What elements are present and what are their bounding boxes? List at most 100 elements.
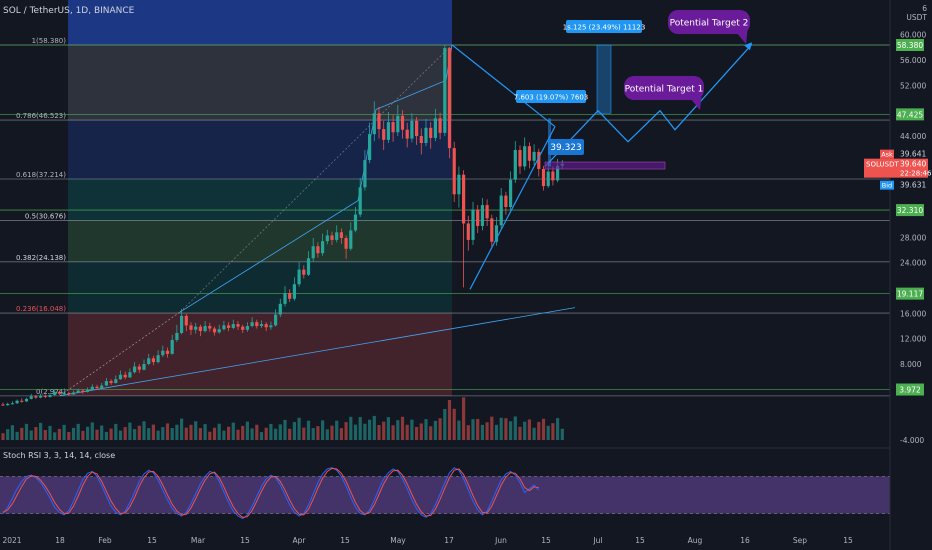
volume-bar xyxy=(509,421,513,440)
volume-bar xyxy=(184,427,188,440)
svg-text:39.323: 39.323 xyxy=(550,143,582,153)
measure-label-1: 7.603 (19.07%) 7603 xyxy=(514,90,588,103)
y-tick-label: 52.000 xyxy=(900,81,926,90)
volume-bar xyxy=(476,418,480,440)
rsi-indicator-label: Stoch RSI 3, 3, 14, 14, close xyxy=(3,451,116,460)
candle-body xyxy=(81,390,85,392)
candle-body xyxy=(147,358,151,365)
volume-bar xyxy=(57,428,61,440)
volume-bar xyxy=(29,430,33,440)
volume-bar xyxy=(443,408,447,440)
candle-body xyxy=(62,393,66,395)
volume-bar xyxy=(259,432,264,440)
y-tick-label: 44.000 xyxy=(900,132,926,141)
volume-bar xyxy=(490,416,494,440)
price-axis-label: 58.380 xyxy=(896,39,924,51)
quote-symbol: SOLUSDT xyxy=(866,161,899,169)
x-tick-label: 16 xyxy=(740,536,750,545)
fib-zone-0.786 xyxy=(68,45,452,121)
candle-body xyxy=(391,122,395,133)
candle-body xyxy=(283,293,287,304)
candle-body xyxy=(363,160,367,188)
svg-text:58.380: 58.380 xyxy=(897,41,923,50)
x-tick-label: 18 xyxy=(55,536,65,545)
svg-text:19.117: 19.117 xyxy=(897,290,923,299)
svg-text:Ask: Ask xyxy=(881,151,893,159)
candle-body xyxy=(494,225,499,242)
candle-body xyxy=(250,322,254,327)
candle-body xyxy=(57,391,61,394)
price-axis-label: 32.310 xyxy=(896,204,924,217)
ask-price: 39.641 xyxy=(900,150,926,159)
volume-bar xyxy=(137,425,141,440)
volume-bar xyxy=(245,421,249,440)
volume-bar xyxy=(335,420,339,440)
volume-bar xyxy=(165,423,170,440)
volume-bar xyxy=(15,431,19,440)
projection-arrow xyxy=(744,42,752,51)
candle-body xyxy=(504,195,508,207)
volume-bar xyxy=(546,425,550,440)
y-tick-label: 24.000 xyxy=(900,259,926,268)
volume-bar xyxy=(372,415,376,440)
volume-bar xyxy=(499,417,503,440)
volume-bar xyxy=(424,419,428,440)
volume-bar xyxy=(53,432,57,440)
volume-bar xyxy=(560,428,564,440)
volume-bar xyxy=(283,419,287,440)
candle-body xyxy=(457,174,461,195)
candle-body xyxy=(527,146,531,161)
volume-bar xyxy=(349,416,353,440)
volume-bar xyxy=(518,426,522,440)
volume-bar xyxy=(227,426,231,440)
candle-body xyxy=(29,396,33,399)
candle-body xyxy=(447,48,452,149)
candle-body xyxy=(156,355,160,363)
fib-zone-0.5 xyxy=(68,179,452,221)
candle-body xyxy=(405,129,409,139)
x-tick-label: 15 xyxy=(541,536,551,545)
volume-bar xyxy=(480,424,484,440)
x-tick-label: Apr xyxy=(293,536,307,545)
candle-body xyxy=(194,326,198,330)
x-tick-label: Jun xyxy=(494,536,507,545)
x-tick-label: 15 xyxy=(240,536,250,545)
candle-body xyxy=(368,134,372,161)
candle-body xyxy=(128,372,132,378)
volume-bar xyxy=(494,424,499,440)
dotted-trend-line xyxy=(59,311,181,397)
volume-bar xyxy=(556,418,560,440)
candle-body xyxy=(90,386,94,390)
candle-body xyxy=(142,364,146,370)
fib-zone-top xyxy=(68,0,452,45)
candle-body xyxy=(123,374,127,378)
candle-body xyxy=(433,118,437,138)
candle-body xyxy=(485,205,489,219)
candle-body xyxy=(269,325,273,328)
measure-label-2: 1s.125 (23.49%) 11123 xyxy=(563,20,646,33)
candle-body xyxy=(339,232,343,239)
candle-body xyxy=(297,269,301,285)
candle-body xyxy=(53,391,57,396)
volume-bar xyxy=(231,422,235,440)
candle-body xyxy=(208,326,212,329)
svg-text:7.603 (19.07%) 7603: 7.603 (19.07%) 7603 xyxy=(514,94,588,102)
candle-body xyxy=(20,400,24,402)
volume-bar xyxy=(6,429,10,440)
fib-label-0.5: 0.5(30.676) xyxy=(25,212,66,220)
candle-body xyxy=(175,332,179,340)
volume-bar xyxy=(208,431,212,440)
candle-body xyxy=(349,230,353,249)
candle-body xyxy=(546,171,550,187)
volume-bar xyxy=(151,424,155,440)
candle-body xyxy=(104,381,108,386)
candle-body xyxy=(306,258,311,275)
svg-text:1s.125 (23.49%) 11123: 1s.125 (23.49%) 11123 xyxy=(563,24,646,32)
volume-bar xyxy=(264,427,268,440)
candle-body xyxy=(438,118,442,133)
volume-bar xyxy=(269,423,273,440)
candle-body xyxy=(466,223,470,240)
projection-down-line xyxy=(451,44,556,128)
